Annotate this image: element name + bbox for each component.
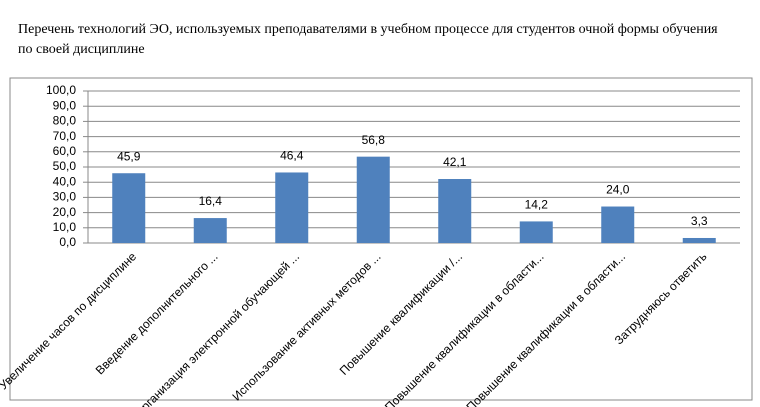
y-tick-label: 60,0: [53, 144, 77, 158]
bar: [682, 237, 716, 243]
bar: [193, 218, 227, 243]
y-tick-label: 90,0: [53, 98, 77, 112]
y-tick-label: 40,0: [53, 174, 77, 188]
y-tick-label: 20,0: [53, 205, 77, 219]
x-tick-label: Использование активных методов ...: [229, 249, 383, 403]
x-tick-label: Увеличение часов по дисциплине: [0, 249, 139, 392]
x-tick-label: Повышение квалификации в области...: [382, 249, 547, 407]
bar: [438, 179, 472, 243]
data-label: 45,9: [117, 149, 141, 163]
y-tick-label: 0,0: [59, 235, 76, 249]
data-label: 16,4: [199, 194, 223, 208]
bar: [112, 173, 146, 243]
y-tick-label: 10,0: [53, 220, 77, 234]
bar: [275, 172, 309, 243]
bar: [601, 206, 635, 243]
data-label: 3,3: [691, 214, 708, 228]
x-tick-label: Повышение квалификации в области...: [464, 249, 629, 407]
bar: [356, 156, 390, 243]
y-tick-label: 30,0: [53, 190, 77, 204]
chart-title: Перечень технологий ЭО, используемых пре…: [18, 22, 718, 57]
y-tick-label: 100,0: [46, 83, 76, 97]
y-tick-label: 80,0: [53, 114, 77, 128]
data-label: 14,2: [525, 198, 549, 212]
x-tick-label: Организация электронной обучающей ...: [132, 249, 302, 407]
y-tick-label: 70,0: [53, 129, 77, 143]
y-tick-label: 50,0: [53, 159, 77, 173]
data-label: 46,4: [280, 149, 304, 163]
chart-frame: [9, 77, 753, 401]
bar: [519, 221, 553, 243]
data-label: 56,8: [362, 133, 386, 147]
data-label: 42,1: [443, 155, 467, 169]
data-label: 24,0: [606, 183, 630, 197]
x-tick-label: Затрудняюсь ответить: [612, 249, 710, 347]
